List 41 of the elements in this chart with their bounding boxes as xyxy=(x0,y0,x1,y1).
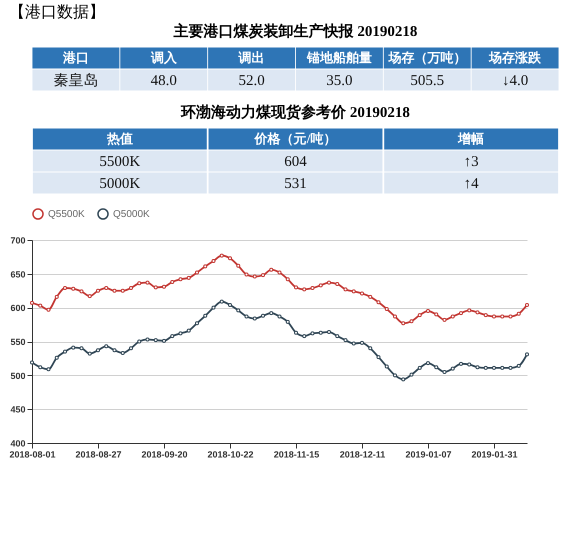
text: 52.0 xyxy=(238,73,265,89)
text: ↑4 xyxy=(464,176,479,192)
y-tick-label: 600 xyxy=(10,303,26,314)
category-label: 锚地船舶量 xyxy=(306,50,372,65)
x-tick-label: 2018-11-15 xyxy=(274,450,320,460)
category-label: 增幅 xyxy=(457,131,484,146)
x-tick-label: 2019-01-07 xyxy=(405,450,452,460)
y-tick-label: 500 xyxy=(10,370,26,381)
y-tick-label: 550 xyxy=(10,337,26,347)
x-tick-label: 2018-12-11 xyxy=(340,450,386,460)
text: ↑3 xyxy=(464,154,479,170)
legend-label: Q5500K xyxy=(48,209,86,220)
x-tick-label: 2018-08-27 xyxy=(75,450,122,460)
category-label: 价格（元/吨） xyxy=(254,131,336,146)
text: 505.5 xyxy=(410,73,444,89)
text: 环渤海动力煤现货参考价 20190218 xyxy=(180,104,410,121)
text: 【港口数据】 xyxy=(8,3,105,21)
text: ↓4.0 xyxy=(502,73,528,89)
x-tick-label: 2018-08-01 xyxy=(9,450,56,460)
legend-label: Q5000K xyxy=(113,209,150,220)
x-tick-label: 2019-01-31 xyxy=(471,450,518,460)
y-tick-label: 450 xyxy=(10,404,26,415)
y-tick-label: 650 xyxy=(10,269,26,280)
category-label: 热值 xyxy=(106,131,133,146)
text: 531 xyxy=(284,176,307,192)
category-label: 场存涨跌 xyxy=(488,50,542,65)
x-tick-label: 2018-09-20 xyxy=(141,450,188,460)
x-tick-label: 2018-10-22 xyxy=(207,450,254,460)
text: 48.0 xyxy=(150,73,177,89)
category-label: 调入 xyxy=(150,50,178,65)
text: 5500K xyxy=(99,154,140,170)
category-label: 场存（万吨） xyxy=(387,50,466,65)
category-label: 港口 xyxy=(62,50,89,65)
text: 秦皇岛 xyxy=(53,73,98,89)
y-tick-label: 400 xyxy=(10,438,26,448)
text: 主要港口煤炭装卸生产快报 20190218 xyxy=(172,22,418,40)
text: 35.0 xyxy=(326,73,353,89)
text: 5000K xyxy=(99,176,140,192)
category-label: 调出 xyxy=(238,50,265,65)
text: 604 xyxy=(284,154,307,170)
y-tick-label: 700 xyxy=(10,236,26,246)
